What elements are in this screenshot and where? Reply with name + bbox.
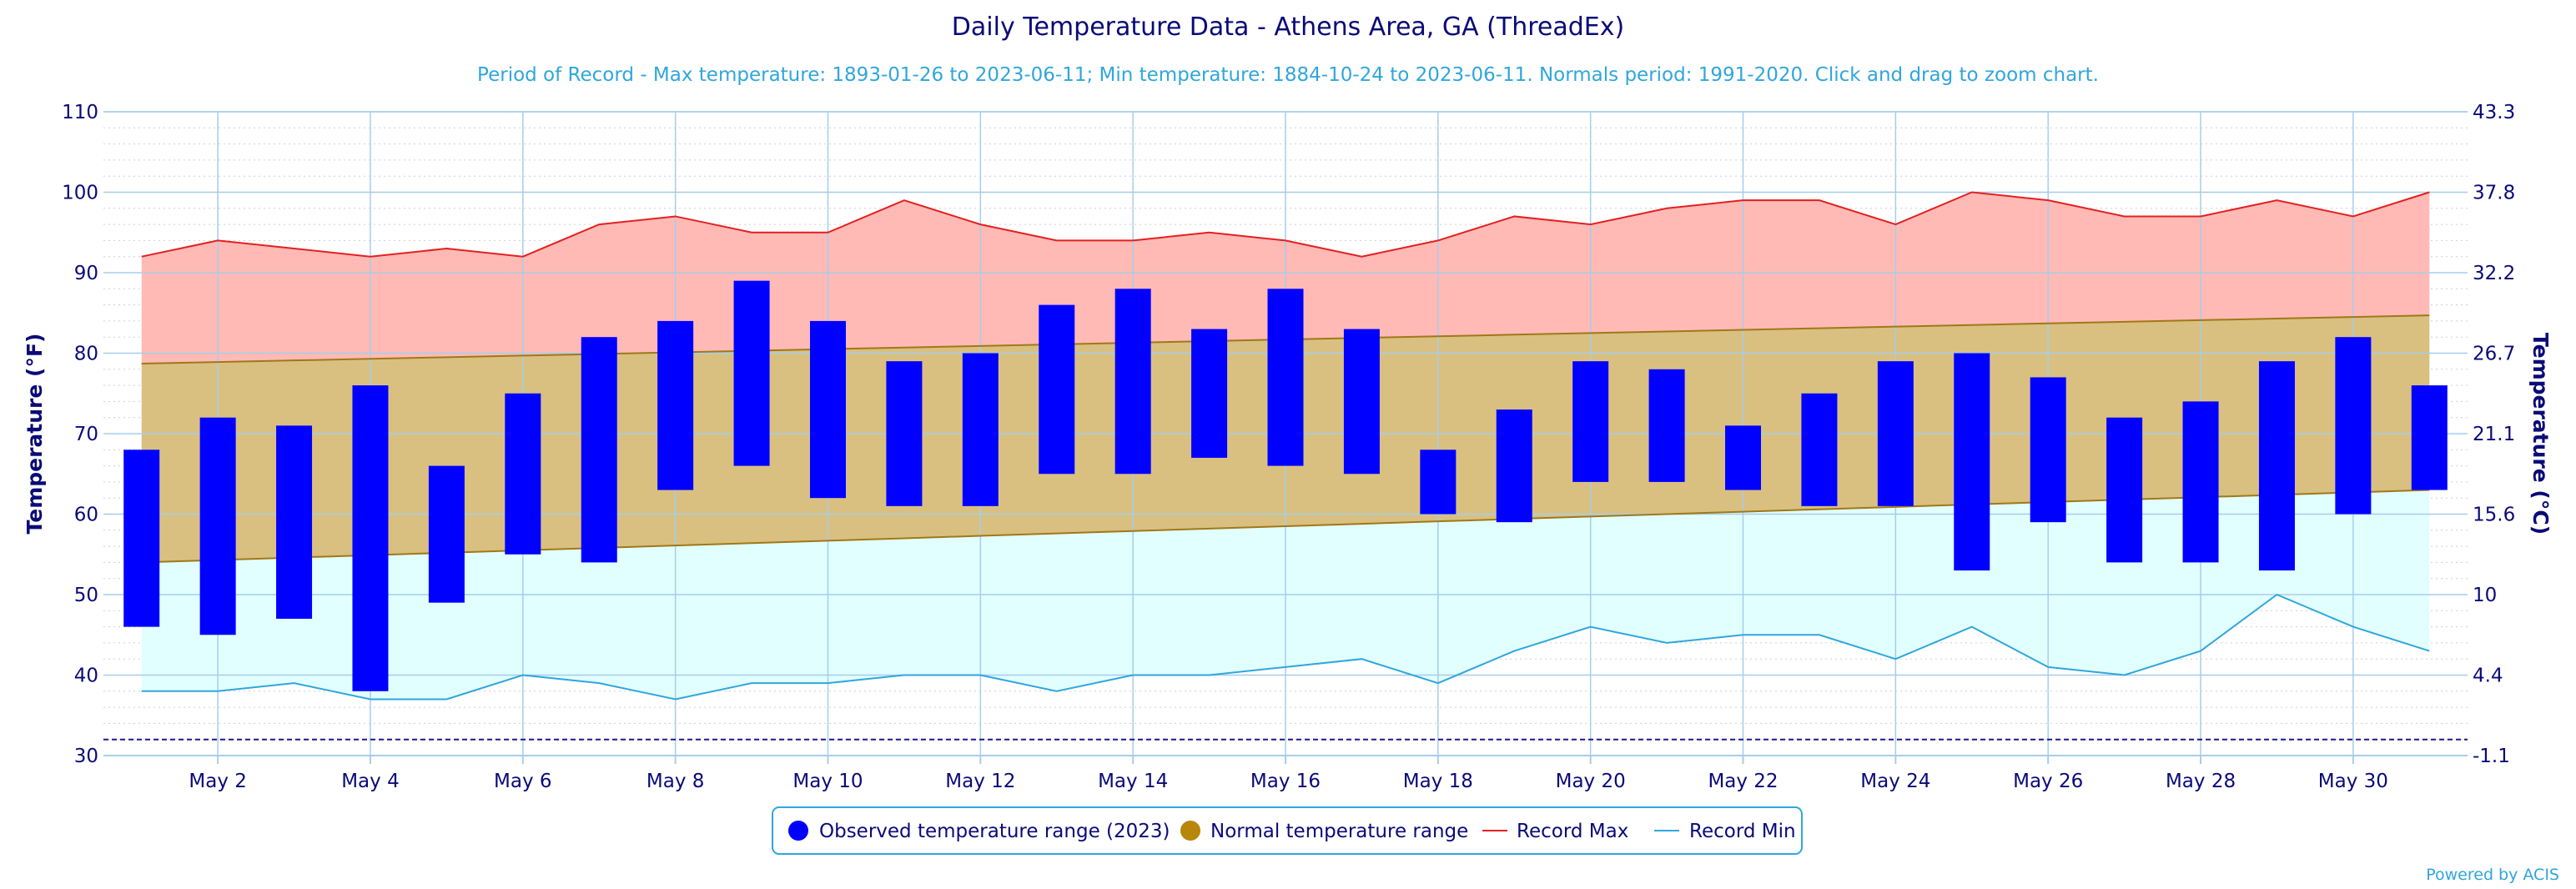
legend-item-normal[interactable]: Normal temperature range [1180,821,1468,842]
observed-range-bar[interactable] [123,450,160,627]
x-tick-label: May 12 [945,771,1015,792]
y-tick-label-right: 10 [2473,585,2497,606]
legend-box [772,806,1803,855]
observed-range-bar[interactable] [199,417,236,635]
observed-range-bar[interactable] [1420,450,1457,515]
observed-range-bar[interactable] [1114,289,1151,475]
observed-range-bar[interactable] [505,393,541,555]
observed-range-bar[interactable] [1572,361,1609,482]
observed-range-bar[interactable] [1954,353,1990,571]
observed-range-bar[interactable] [2182,401,2219,563]
observed-range-bar[interactable] [428,465,465,603]
x-tick-label: May 16 [1250,771,1321,792]
y-tick-label-left: 50 [74,585,98,606]
record-min-line [141,593,2430,701]
x-tick-label: May 10 [792,771,863,792]
x-tick-label: May 30 [2318,771,2388,792]
chart-subtitle: Period of Record - Max temperature: 1893… [477,64,2099,86]
y-tick-label-left: 40 [74,665,98,687]
x-tick-label: May 22 [1708,771,1778,792]
axes: 30 40 50 60 70 80 90 100 110 -1.1 4.4 10 15.6 21.1 26.… [62,102,2515,792]
legend: Observed temperature range (2023) Normal… [772,806,1803,855]
observed-range-bar[interactable] [2258,361,2295,571]
observed-range-bar[interactable] [1648,369,1685,482]
observed-range-bar[interactable] [1343,329,1380,475]
observed-range-bar[interactable] [276,425,313,619]
y-tick-label-right: 32.2 [2473,263,2515,284]
y-tick-label-right: 37.8 [2473,183,2515,204]
observed-range-bar[interactable] [1725,425,1762,490]
y-tick-label-right: -1.1 [2473,746,2510,767]
y-tick-label-left: 70 [74,424,98,445]
observed-range-bar[interactable] [581,337,617,563]
credit-link[interactable]: Powered by ACIS [2426,866,2559,884]
observed-range-bar[interactable] [2411,385,2448,490]
x-tick-label: May 6 [494,771,552,792]
observed-range-bar[interactable] [886,361,923,506]
observed-range-bar[interactable] [352,385,389,691]
x-tick-label: May 18 [1403,771,1473,792]
x-tick-label: May 26 [2013,771,2083,792]
legend-label-record-max: Record Max [1517,821,1628,842]
observed-range-bar[interactable] [1496,409,1532,523]
y-tick-label-left: 60 [74,505,98,526]
legend-marker-observed [788,821,808,841]
x-tick-label: May 14 [1098,771,1168,792]
y-tick-label-right: 26.7 [2473,344,2515,365]
observed-range-bar[interactable] [2335,337,2372,515]
legend-item-observed[interactable]: Observed temperature range (2023) [788,821,1170,842]
y-axis-title-left: Temperature (°F) [23,334,47,535]
observed-range-bar[interactable] [2106,417,2143,563]
observed-range-bar[interactable] [733,280,770,466]
y-tick-label-right: 4.4 [2473,665,2503,687]
y-tick-label-left: 80 [74,344,98,365]
observed-range-bar[interactable] [657,320,694,490]
record-max-line [141,191,2430,258]
observed-range-bar[interactable] [962,353,999,506]
chart-title: Daily Temperature Data - Athens Area, GA… [952,13,1624,42]
x-tick-label: May 4 [341,771,400,792]
legend-item-record-max[interactable]: Record Max [1482,821,1628,842]
y-tick-label-left: 100 [62,183,98,204]
x-tick-label: May 24 [1860,771,1930,792]
legend-label-normal: Normal temperature range [1210,821,1468,842]
y-axis-title-right: Temperature (°C) [2528,333,2553,535]
x-tick-label: May 8 [647,771,705,792]
y-tick-label-right: 21.1 [2473,424,2515,445]
y-tick-label-left: 30 [74,746,98,767]
observed-range-bar[interactable] [1877,361,1914,506]
observed-range-bar[interactable] [1039,304,1075,475]
observed-range-bar[interactable] [1191,329,1228,458]
legend-label-observed: Observed temperature range (2023) [819,821,1170,842]
y-tick-label-left: 110 [62,102,98,123]
observed-range-bar[interactable] [1801,393,1838,506]
y-tick-label-left: 90 [74,263,98,284]
observed-range-bar[interactable] [809,320,846,499]
y-tick-label-right: 15.6 [2473,505,2515,526]
legend-marker-normal [1180,821,1200,841]
x-tick-label: May 28 [2166,771,2236,792]
observed-range-bar[interactable] [1267,289,1304,466]
y-tick-label-right: 43.3 [2473,102,2515,123]
x-tick-label: May 2 [189,771,247,792]
legend-label-record-min: Record Min [1689,821,1796,842]
observed-range-bar[interactable] [2030,377,2066,523]
plot-area[interactable] [103,111,2468,756]
legend-item-record-min[interactable]: Record Min [1654,821,1796,842]
x-tick-label: May 20 [1556,771,1626,792]
